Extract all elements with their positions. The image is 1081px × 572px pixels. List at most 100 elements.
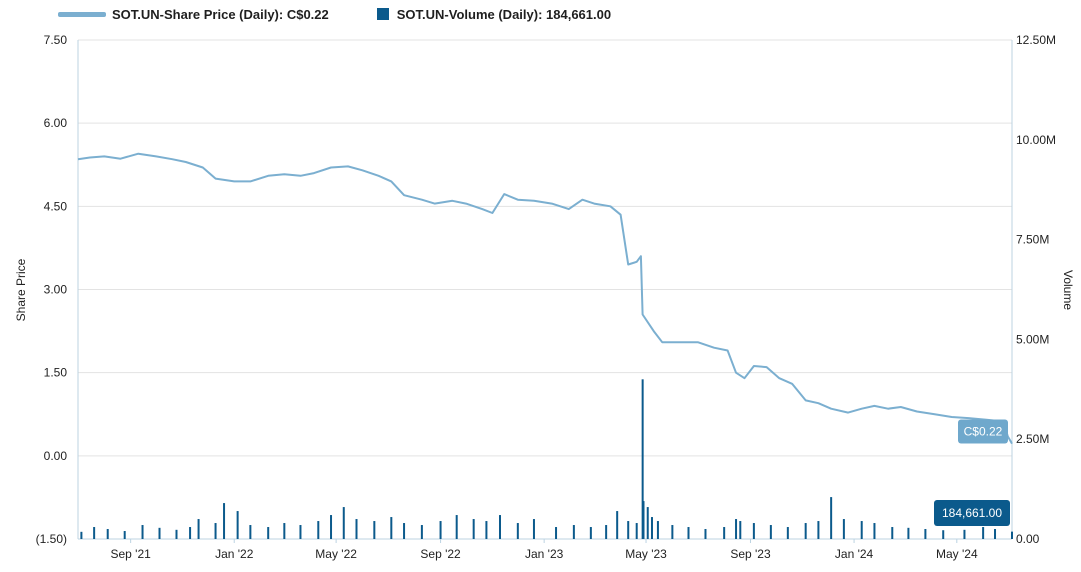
volume-bar [249, 525, 252, 539]
volume-bar [842, 519, 845, 539]
y2-axis-title: Volume [1061, 270, 1075, 310]
volume-bar [963, 529, 966, 539]
volume-swatch-icon [376, 8, 389, 20]
volume-callout-label: 184,661.00 [942, 506, 1002, 520]
volume-bar [330, 515, 333, 539]
y-tick-label: 3.00 [44, 283, 68, 297]
y-tick-label: 0.00 [44, 449, 68, 463]
y2-tick-label: 0.00 [1016, 532, 1040, 546]
y-axis-title: Share Price [14, 258, 28, 321]
volume-bar [739, 521, 742, 539]
share-price-series [77, 152, 1013, 445]
y-tick-label: (1.50) [36, 532, 67, 546]
left-axis-ticks: 7.50 6.00 4.50 3.00 1.50 0.00 (1.50) [36, 33, 68, 546]
share-price-callout: C$0.22 [958, 419, 1008, 444]
y-tick-label: 4.50 [44, 199, 68, 213]
volume-bar [650, 517, 653, 539]
volume-bar [472, 519, 475, 539]
x-tick-label: Jan '22 [215, 547, 254, 561]
volume-bar [420, 525, 423, 539]
x-tick-label: Sep '22 [420, 547, 461, 561]
volume-bar [642, 501, 645, 539]
volume-bar [817, 521, 820, 539]
x-tick-label: May '22 [315, 547, 357, 561]
axis-lines [77, 40, 1013, 540]
volume-bar [106, 529, 109, 539]
x-axis-ticks: Sep '21 Jan '22 May '22 Sep '22 Jan '23 May '… [110, 539, 978, 561]
volume-bar [214, 523, 217, 539]
volume-bar [589, 527, 592, 539]
legend-share-price-label: SOT.UN-Share Price (Daily): C$0.22 [112, 6, 329, 22]
y2-tick-label: 7.50M [1016, 233, 1049, 247]
volume-callout-box [934, 500, 1010, 526]
volume-bar [646, 507, 649, 539]
share-price-line [77, 152, 1013, 445]
y2-tick-label: 10.00M [1016, 133, 1056, 147]
volume-bar [532, 519, 535, 539]
volume-bar [572, 525, 575, 539]
share-price-callout-label: C$0.22 [964, 424, 1003, 438]
legend-volume-label: SOT.UN-Volume (Daily): 184,661.00 [396, 6, 612, 22]
volume-bar [455, 515, 458, 539]
legend-item-volume[interactable]: SOT.UN-Volume (Daily): 184,661.00 [376, 6, 612, 22]
volume-bar [723, 527, 726, 539]
volume-bar [804, 523, 807, 539]
share-price-swatch-icon [58, 11, 106, 17]
volume-bar [223, 503, 226, 539]
volume-bar [141, 525, 144, 539]
volume-bar [616, 511, 619, 539]
legend-item-share-price[interactable]: SOT.UN-Share Price (Daily): C$0.22 [58, 7, 329, 22]
x-tick-label: Sep '21 [110, 547, 151, 561]
volume-bar [373, 521, 376, 539]
volume-bar [687, 527, 690, 539]
volume-bar [390, 517, 393, 539]
volume-bar [704, 529, 707, 539]
volume-bar [80, 531, 83, 539]
x-tick-label: Jan '24 [835, 547, 874, 561]
volume-bar [735, 519, 738, 539]
volume-bar [982, 527, 985, 539]
value-callouts: C$0.22 184,661.00 [934, 419, 1010, 526]
volume-bar [627, 521, 630, 539]
x-tick-label: Sep '23 [730, 547, 771, 561]
volume-bar [342, 507, 345, 539]
volume-bar [555, 527, 558, 539]
x-tick-label: Jan '23 [525, 547, 564, 561]
volume-bar [516, 523, 519, 539]
volume-bar [671, 525, 674, 539]
volume-bar [158, 527, 161, 539]
volume-bar [197, 519, 200, 539]
volume-bar [942, 530, 945, 539]
volume-bars [80, 379, 1013, 539]
volume-bar [1011, 531, 1013, 539]
y2-tick-label: 12.50M [1016, 33, 1056, 47]
y-tick-label: 6.00 [44, 116, 68, 130]
volume-bar [439, 521, 442, 539]
volume-callout: 184,661.00 [934, 500, 1010, 526]
volume-bar [267, 527, 270, 539]
volume-bar [498, 515, 501, 539]
right-axis-ticks: 12.50M 10.00M 7.50M 5.00M 2.50M 0.00 [1016, 33, 1056, 546]
volume-bar [236, 511, 239, 539]
volume-bar [891, 527, 894, 539]
chart-legend: SOT.UN-Share Price (Daily): C$0.22 SOT.U… [58, 5, 659, 23]
y2-tick-label: 2.50M [1016, 432, 1049, 446]
volume-bar [769, 525, 772, 539]
volume-bar [299, 525, 302, 539]
volume-bar [355, 519, 358, 539]
share-price-callout-box [958, 419, 1008, 444]
volume-bar [123, 531, 126, 539]
volume-bar [860, 521, 863, 539]
volume-bar [175, 529, 178, 539]
volume-bar [656, 521, 659, 539]
volume-bar [907, 527, 910, 539]
x-tick-label: May '23 [625, 547, 667, 561]
volume-bar [752, 523, 755, 539]
volume-bar [635, 523, 638, 539]
volume-bar [189, 527, 192, 539]
y-tick-label: 7.50 [44, 33, 68, 47]
grid-lines [78, 39, 1012, 540]
volume-bar [403, 523, 406, 539]
x-tick-label: May '24 [936, 547, 978, 561]
volume-bar [994, 529, 997, 539]
